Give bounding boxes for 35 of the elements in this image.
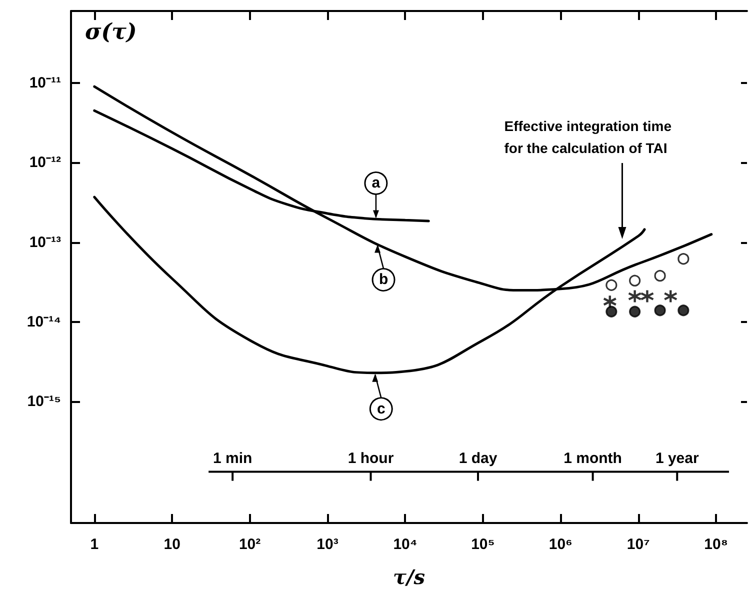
x-tick-label: 1 [90,536,99,553]
point [602,294,617,309]
x-tick-label: 10⁷ [626,536,650,553]
x-tick-label: 10² [238,536,261,553]
x-tick-label: 10⁸ [704,536,728,553]
point [654,304,666,316]
point [678,253,690,265]
x-axis-title: τ/s [392,565,426,589]
ref-line-label: 1 min [212,450,252,467]
ref-line-label: 1 year [655,450,699,467]
x-tick-label: 10⁵ [471,536,495,553]
annotation: c [376,400,386,418]
annotation: Effective integration time for the calculation of TAI [504,118,676,156]
y-tick-label: 10⁻¹⁴ [26,313,61,330]
point [629,274,641,286]
point [654,270,666,282]
x-tick-label: 10⁶ [548,536,572,553]
point [628,289,642,304]
y-axis-title: σ(τ) [85,19,137,45]
ref-line-label: 1 day [458,450,498,467]
y-tick-label: 10⁻¹² [29,154,61,172]
point [606,279,618,291]
x-tick-label: 10⁴ [393,536,418,553]
y-tick-label: 10⁻¹¹ [29,74,61,92]
y-tick-label: 10⁻¹⁵ [27,393,61,410]
x-tick-label: 10 [164,536,180,553]
point [629,306,641,318]
ref-line-label: 1 hour [348,450,394,467]
ref-line-label: 1 month [564,450,622,467]
annotation: b [378,271,388,288]
y-tick-label: 10⁻¹³ [29,234,61,251]
x-tick-label: 10³ [316,536,338,553]
point [606,306,618,318]
point [678,304,690,316]
annotation: a [372,174,381,192]
